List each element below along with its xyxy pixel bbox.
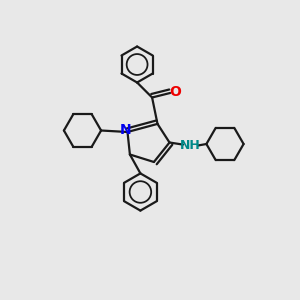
Text: O: O <box>169 85 181 99</box>
Text: N: N <box>120 123 132 136</box>
Text: NH: NH <box>180 139 201 152</box>
